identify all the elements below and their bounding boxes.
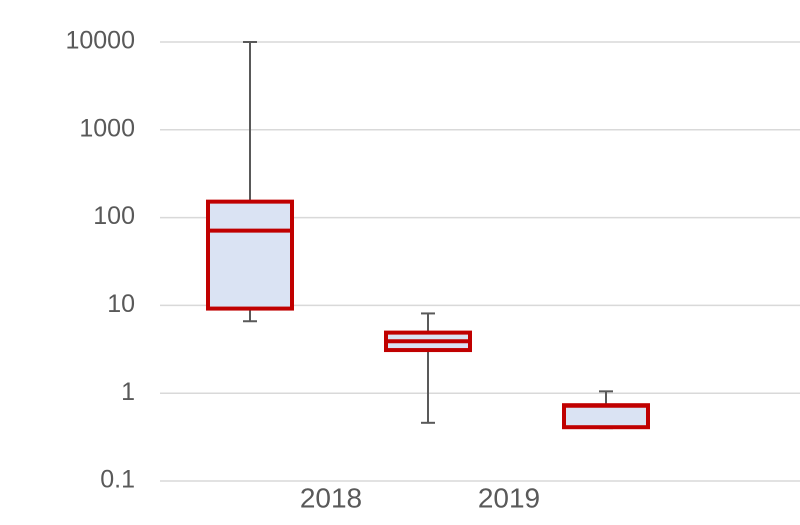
box: [206, 199, 294, 311]
y-tick-label: 1000: [79, 114, 135, 142]
box: [562, 403, 650, 430]
y-tick-label: 10000: [65, 27, 135, 55]
y-tick-label: 10: [107, 290, 135, 318]
x-tick-label: 2018: [300, 482, 362, 513]
y-tick-label: 1: [121, 378, 135, 406]
x-tick-label: 2019: [478, 482, 540, 513]
y-tick-label: 100: [93, 202, 135, 230]
y-tick-label: 0.1: [100, 466, 135, 494]
